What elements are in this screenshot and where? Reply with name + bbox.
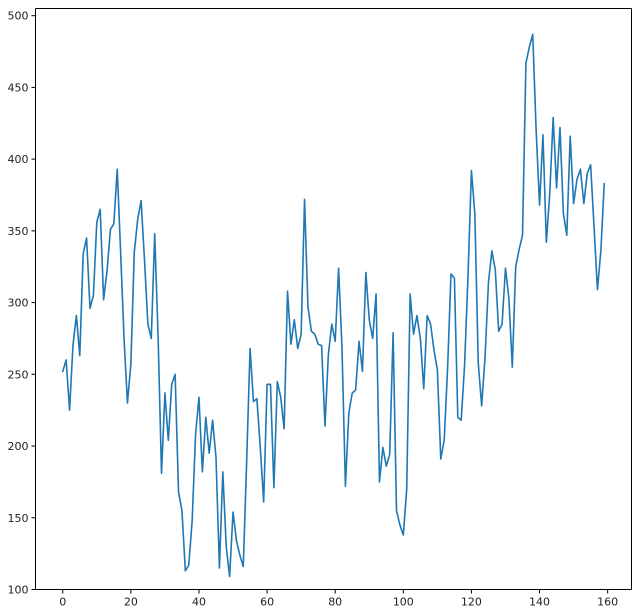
series-line-0 <box>61 33 606 578</box>
x-tick-label: 160 <box>597 596 618 609</box>
series-group <box>61 33 606 578</box>
y-tick-label: 300 <box>8 297 29 310</box>
axes-frame <box>35 8 632 590</box>
y-axis-ticks: 100 150 200 250 300 350 400 450 500 <box>8 10 36 597</box>
x-axis-ticks: 0 20 40 60 80 100 120 140 160 <box>59 589 618 609</box>
x-tick-label: 0 <box>59 596 66 609</box>
plot-area <box>35 8 632 590</box>
x-tick-label: 100 <box>393 596 414 609</box>
x-tick-label: 60 <box>260 596 274 609</box>
y-tick-label: 350 <box>8 225 29 238</box>
y-tick-label: 150 <box>8 512 29 525</box>
y-tick-label: 250 <box>8 368 29 381</box>
y-tick-label: 200 <box>8 440 29 453</box>
y-tick-label: 500 <box>8 10 29 23</box>
x-tick-label: 120 <box>461 596 482 609</box>
y-tick-label: 100 <box>8 584 29 597</box>
x-tick-label: 140 <box>529 596 550 609</box>
x-tick-label: 20 <box>124 596 138 609</box>
x-tick-label: 80 <box>328 596 342 609</box>
y-tick-label: 450 <box>8 81 29 94</box>
x-tick-label: 40 <box>192 596 206 609</box>
y-tick-label: 400 <box>8 153 29 166</box>
